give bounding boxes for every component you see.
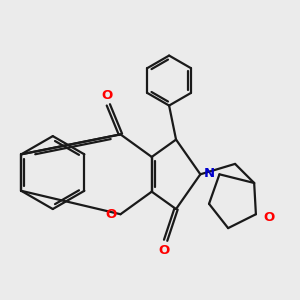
- Text: O: O: [158, 244, 169, 257]
- Text: N: N: [204, 167, 215, 180]
- Text: O: O: [263, 211, 275, 224]
- Text: O: O: [105, 208, 116, 221]
- Text: O: O: [101, 89, 112, 102]
